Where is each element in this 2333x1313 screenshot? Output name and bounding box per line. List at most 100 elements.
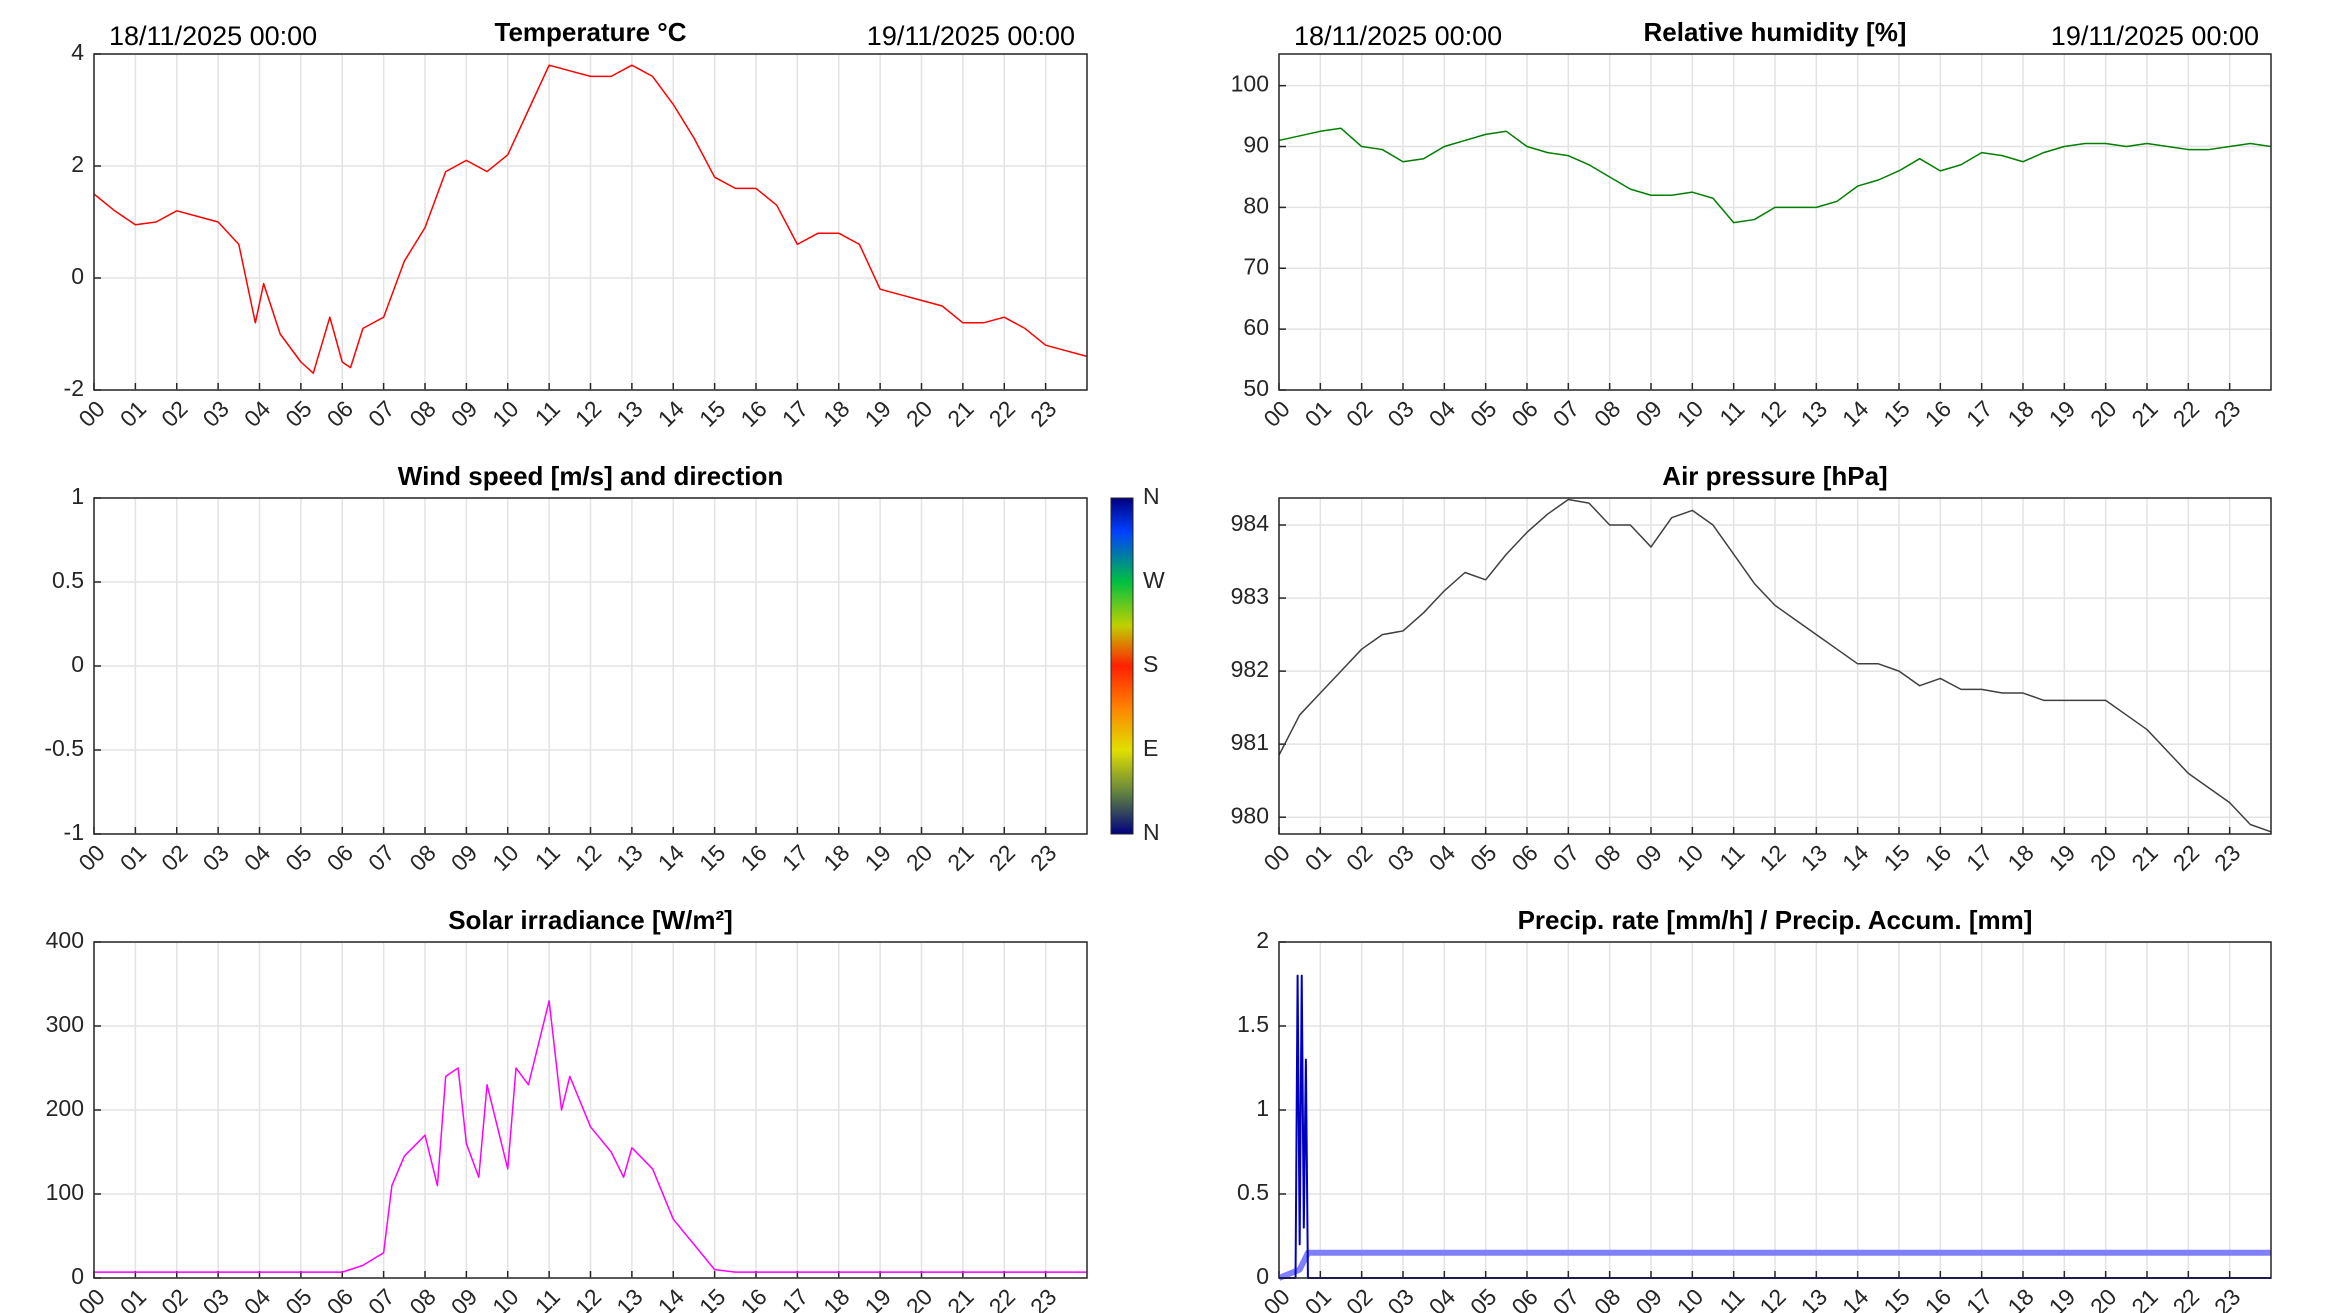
x-tick-label: 17 — [1961, 839, 1997, 875]
axes-box — [1278, 497, 2272, 835]
x-tick-label: 21 — [942, 395, 978, 431]
y-tick-label: 981 — [1231, 729, 1269, 755]
x-tick-label: 17 — [777, 395, 813, 431]
x-tick-label: 18 — [2002, 395, 2038, 431]
y-tick-label: 0 — [71, 263, 84, 289]
x-tick-label: 06 — [322, 839, 358, 875]
data-line — [1278, 127, 2272, 224]
y-tick-label: -0.5 — [44, 735, 84, 761]
x-tick-label: 14 — [653, 1283, 690, 1313]
y-tick-label: 0 — [71, 651, 84, 677]
chart-title: Wind speed [m/s] and direction — [398, 461, 783, 491]
y-tick-label: -1 — [64, 819, 84, 845]
x-tick-label: 23 — [1025, 839, 1061, 875]
y-tick-label: 0 — [1256, 1263, 1269, 1289]
x-tick-label: 10 — [1672, 395, 1708, 431]
y-tick-label: 50 — [1243, 375, 1269, 401]
y-tick-label: 984 — [1231, 510, 1270, 536]
x-tick-label: 10 — [487, 839, 523, 875]
date-end: 19/11/2025 00:00 — [2051, 21, 2259, 51]
x-tick-label: 06 — [1506, 1283, 1542, 1313]
x-tick-label: 10 — [1672, 1283, 1708, 1313]
chart-panel: 00 01 02 03 04 05 06 07 08 09 10 11 12 13 14 15 16 17 18 19… — [44, 461, 1165, 876]
x-tick-label: 12 — [570, 839, 606, 875]
chart-title: Solar irradiance [W/m²] — [448, 905, 733, 935]
axes-box — [1278, 53, 2272, 391]
x-tick-label: 17 — [777, 839, 813, 875]
x-tick-label: 21 — [942, 1283, 978, 1313]
x-tick-label: 19 — [2044, 395, 2080, 431]
y-tick-label: 90 — [1243, 132, 1269, 158]
x-tick-label: 04 — [1424, 839, 1461, 876]
x-tick-label: 16 — [1920, 395, 1956, 431]
axes-box — [93, 497, 1088, 835]
x-tick-label: 16 — [735, 1283, 771, 1313]
x-tick-label: 16 — [1920, 839, 1956, 875]
x-tick-label: 15 — [694, 395, 730, 431]
colorbar — [1110, 497, 1134, 835]
x-tick-label: 11 — [530, 839, 565, 874]
x-tick-label: 09 — [446, 1283, 482, 1313]
x-tick-label: 05 — [280, 395, 316, 431]
x-tick-label: 21 — [942, 839, 978, 875]
x-tick-label: 20 — [2085, 395, 2121, 431]
x-tick-label: 10 — [1672, 839, 1708, 875]
x-tick-label: 06 — [1506, 839, 1542, 875]
x-tick-label: 19 — [859, 395, 895, 431]
x-tick-label: 16 — [735, 839, 771, 875]
x-tick-label: 18 — [818, 1283, 854, 1313]
y-tick-label: 100 — [46, 1179, 84, 1205]
x-tick-label: 08 — [404, 1283, 440, 1313]
x-tick-label: 16 — [735, 395, 771, 431]
x-tick-label: 17 — [777, 1283, 813, 1313]
chart-panel: 00 01 02 03 04 05 06 07 08 09 10 11 12 13 14 15 16 17 18 19… — [1237, 905, 2272, 1313]
x-tick-label: 22 — [984, 1283, 1020, 1313]
x-tick-label: 17 — [1961, 1283, 1997, 1313]
x-tick-label: 17 — [1961, 395, 1997, 431]
y-tick-label: 982 — [1231, 656, 1269, 682]
x-tick-label: 11 — [530, 395, 565, 430]
colorbar-label: N — [1143, 483, 1160, 509]
x-tick-label: 11 — [1714, 1283, 1749, 1313]
date-start: 18/11/2025 00:00 — [1294, 21, 1502, 51]
x-tick-label: 01 — [1300, 395, 1336, 431]
colorbar-label: W — [1143, 567, 1165, 593]
x-tick-label: 08 — [404, 395, 440, 431]
x-tick-label: 06 — [322, 395, 358, 431]
x-tick-label: 01 — [1300, 1283, 1336, 1313]
x-tick-label: 02 — [1341, 839, 1377, 875]
y-tick-label: 100 — [1231, 71, 1269, 97]
x-tick-label: 03 — [197, 1283, 233, 1313]
x-tick-label: 11 — [530, 1283, 565, 1313]
x-tick-label: 14 — [1837, 1283, 1874, 1313]
y-tick-label: 1.5 — [1237, 1011, 1269, 1037]
x-tick-label: 09 — [446, 395, 482, 431]
x-tick-label: 04 — [239, 1283, 276, 1313]
y-tick-label: -2 — [64, 375, 84, 401]
y-tick-label: 980 — [1231, 802, 1269, 828]
x-tick-label: 14 — [653, 839, 690, 876]
y-tick-label: 1 — [71, 483, 84, 509]
x-tick-label: 12 — [1754, 395, 1790, 431]
x-tick-label: 13 — [611, 1283, 647, 1313]
y-tick-label: 70 — [1243, 253, 1269, 279]
x-tick-label: 16 — [1920, 1283, 1956, 1313]
y-tick-label: 2 — [1256, 927, 1269, 953]
data-line — [1277, 1249, 2271, 1281]
x-tick-label: 03 — [1382, 395, 1418, 431]
axes-box — [93, 941, 1088, 1279]
chart-panel: 00 01 02 03 04 05 06 07 08 09 10 11 12 13 14 15 16 17 18 19… — [1231, 461, 2272, 876]
y-tick-label: 400 — [46, 927, 84, 953]
x-tick-label: 20 — [2085, 839, 2121, 875]
x-tick-label: 05 — [1465, 395, 1501, 431]
x-tick-label: 18 — [2002, 1283, 2038, 1313]
axes-box — [93, 53, 1088, 391]
x-tick-label: 22 — [2168, 1283, 2204, 1313]
x-tick-label: 21 — [2126, 839, 2162, 875]
x-tick-label: 13 — [1796, 1283, 1832, 1313]
x-tick-label: 05 — [1465, 1283, 1501, 1313]
chart-title: Temperature °C — [495, 17, 687, 47]
y-tick-label: 983 — [1231, 583, 1269, 609]
x-tick-label: 03 — [197, 395, 233, 431]
